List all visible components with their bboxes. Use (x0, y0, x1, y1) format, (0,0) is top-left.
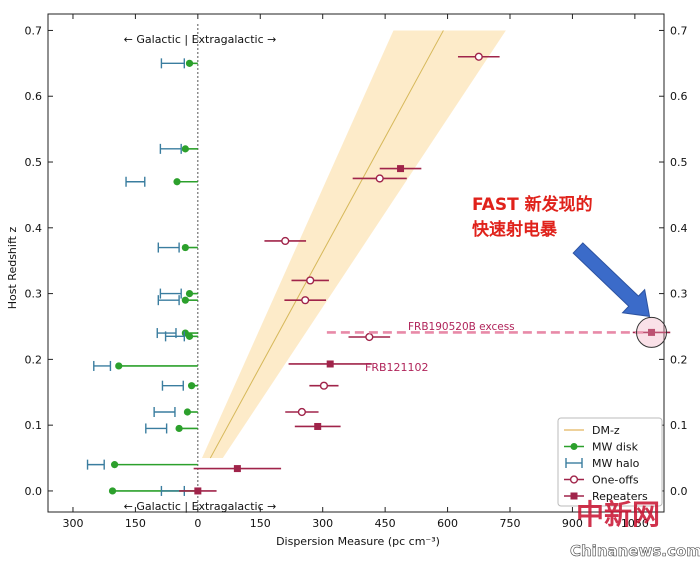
mw-disk-point (110, 461, 119, 469)
y-tick-label-right: 0.4 (670, 222, 688, 235)
plot-border (47, 13, 665, 513)
divider-label-bottom: ← Galactic | Extragalactic → (124, 500, 277, 513)
watermark-cn: 中新网 (576, 498, 660, 531)
x-tick-label: 0 (194, 517, 201, 530)
legend-swatch-oneoff-dot (569, 475, 579, 484)
mw-disk-point (173, 178, 181, 186)
y-tick-label: 0.5 (25, 156, 43, 169)
one-off-point (375, 174, 384, 183)
y-tick-label-right: 0.5 (670, 156, 688, 169)
dmz-band (202, 30, 506, 459)
y-tick-label: 0.3 (25, 288, 43, 301)
mw-disk-point (183, 408, 192, 416)
y-tick-label-right: 0.6 (670, 90, 688, 103)
repeater-point (194, 487, 202, 495)
legend-label: DM-z (592, 424, 620, 437)
y-tick-label: 0.0 (25, 485, 43, 498)
highlight-text-line1: FAST 新发现的 (472, 194, 593, 215)
y-tick-label: 0.6 (25, 90, 43, 103)
y-tick-label: 0.4 (25, 222, 43, 235)
x-axis-label: Dispersion Measure (pc cm⁻³) (276, 535, 440, 548)
y-tick-label-right: 0.2 (670, 353, 688, 366)
y-tick-label: 0.7 (25, 24, 43, 37)
x-tick-label: 150 (250, 517, 271, 530)
legend-swatch-disk-dot (570, 443, 578, 450)
mw-disk-point (181, 329, 189, 337)
y-tick-label: 0.1 (25, 419, 43, 432)
one-off-point (365, 332, 374, 342)
one-off-point (319, 381, 329, 390)
one-off-point (306, 276, 315, 285)
mw-disk-point (115, 362, 123, 370)
dmz-line (209, 30, 444, 459)
legend: DM-z MW disk MW halo One-offs Repeaters (557, 417, 663, 507)
one-off-point (301, 296, 310, 305)
one-off-point (281, 236, 290, 246)
frb121102-label: FRB121102 (365, 361, 429, 374)
x-tick-label: 300 (312, 517, 333, 530)
excess-label: FRB190520B excess (408, 321, 515, 333)
x-tick-label: 600 (437, 517, 458, 530)
legend-box (557, 417, 663, 507)
repeater-point (397, 165, 405, 173)
y-axis-label: Host Redshift z (6, 227, 19, 310)
plot-frame (47, 13, 665, 513)
mw-disk-point (181, 296, 189, 304)
mw-disk-point (181, 145, 189, 153)
mw-disk-point (181, 243, 189, 252)
pointer-arrow (572, 242, 651, 317)
data-layer (86, 52, 671, 496)
x-tick-label: 900 (562, 517, 583, 530)
y-tick-label-right: 0.0 (670, 485, 688, 498)
legend-label: One-offs (592, 474, 639, 487)
repeater-point (314, 422, 322, 430)
legend-swatch-repeater-square (570, 492, 578, 500)
x-tick-label: 750 (500, 517, 521, 530)
highlight-circle (636, 316, 668, 348)
mw-disk-point (185, 289, 194, 298)
y-tick-label-right: 0.1 (670, 419, 688, 432)
y-tick-label-right: 0.3 (670, 288, 688, 301)
x-tick-label: 1050 (621, 517, 649, 530)
divider-label-top: ← Galactic | Extragalactic → (124, 33, 277, 46)
mw-disk-point (187, 382, 196, 390)
repeater-point (648, 328, 656, 336)
watermark-site: Chinanews.com (570, 542, 700, 560)
repeater-point (233, 465, 241, 473)
legend-label: MW halo (592, 457, 640, 470)
dmz-band-layer (202, 30, 506, 459)
repeater-point (326, 360, 334, 368)
mw-disk-point (185, 59, 194, 67)
x-tick-label: 150 (125, 517, 146, 530)
mw-disk-point (108, 487, 117, 495)
x-tick-label: 450 (375, 517, 396, 530)
highlight-text-line2: 快速射电暴 (472, 219, 558, 240)
mw-disk-point (175, 424, 183, 433)
legend-label: MW disk (592, 441, 639, 454)
axis-ticks: 300 150 0 150 300 450 600 750 900 1050 0.0 0.0 0.1 0.… (25, 14, 688, 530)
annotation-layer (326, 242, 668, 348)
x-tick-label: 300 (62, 517, 83, 530)
y-tick-label-right: 0.7 (670, 24, 688, 37)
y-tick-label: 0.2 (25, 353, 43, 366)
one-off-point (474, 52, 483, 61)
legend-label: Repeaters (592, 490, 648, 503)
one-off-point (297, 407, 306, 417)
